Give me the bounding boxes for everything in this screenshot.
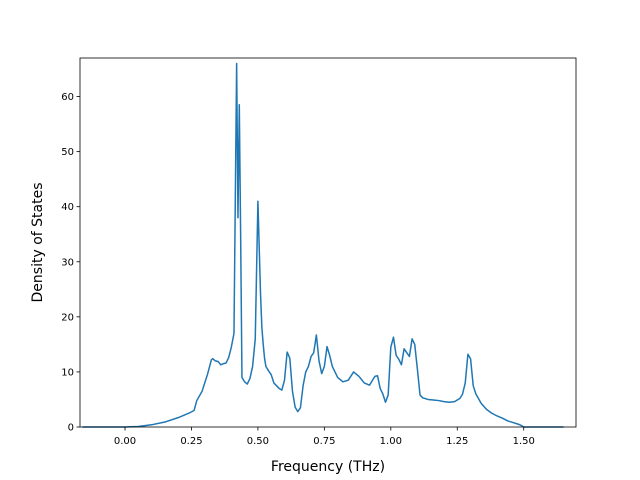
x-tick-label: 0.75 bbox=[313, 436, 335, 447]
plot-area bbox=[82, 62, 564, 428]
y-tick-label: 40 bbox=[61, 202, 74, 213]
axes-frame bbox=[79, 57, 577, 428]
y-tick-label: 10 bbox=[61, 367, 74, 378]
x-tick-label: 1.00 bbox=[380, 436, 402, 447]
dos-series-line bbox=[82, 62, 564, 428]
x-tick-label: 0.00 bbox=[114, 436, 136, 447]
x-tick-label: 1.50 bbox=[513, 436, 535, 447]
x-tick-label: 0.50 bbox=[247, 436, 269, 447]
y-axis-label: Density of States bbox=[30, 183, 46, 303]
y-tick-label: 50 bbox=[61, 147, 74, 158]
y-tick-label: 0 bbox=[68, 423, 74, 434]
y-axis-ticks: 0 10 20 30 40 50 60 bbox=[61, 92, 80, 434]
y-tick-label: 30 bbox=[61, 257, 74, 268]
x-axis-label: Frequency (THz) bbox=[271, 459, 385, 475]
y-tick-label: 20 bbox=[61, 312, 74, 323]
y-tick-label: 60 bbox=[61, 92, 74, 103]
x-tick-label: 0.25 bbox=[180, 436, 202, 447]
x-tick-label: 1.25 bbox=[446, 436, 468, 447]
x-axis-ticks: 0.00 0.25 0.50 0.75 1.00 1.25 1.50 bbox=[114, 427, 535, 447]
